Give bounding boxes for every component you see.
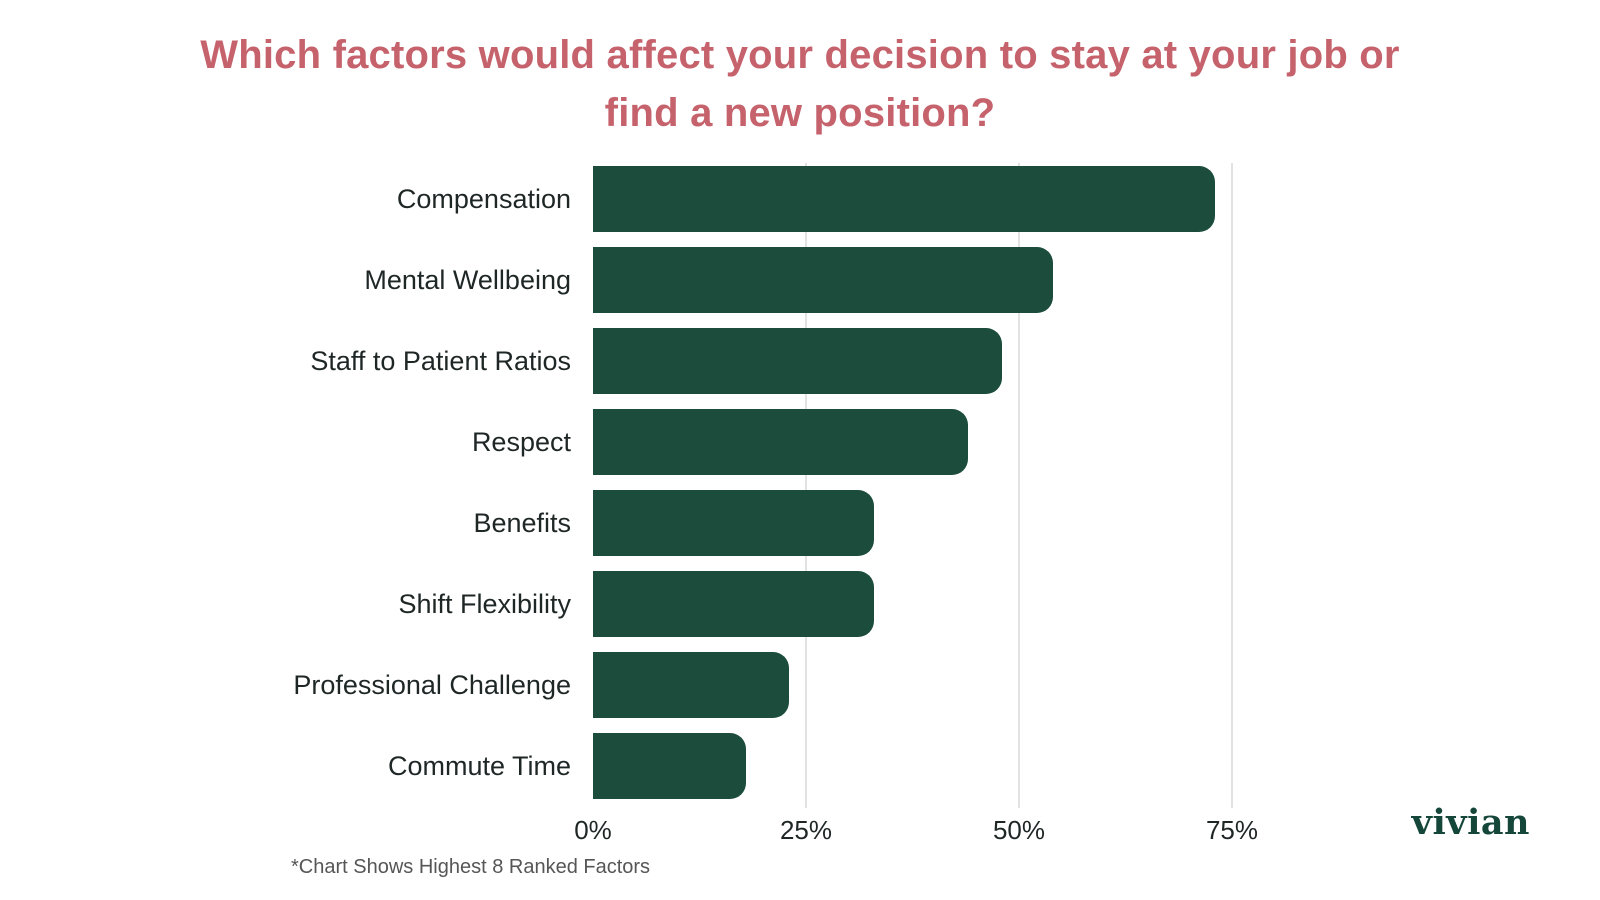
bar (593, 328, 1002, 394)
gridline (1018, 163, 1020, 808)
bar-track (593, 409, 1445, 475)
x-axis: 0% 25% 50% 75% (574, 815, 1445, 851)
bar-track (593, 652, 1445, 718)
x-tick-label: 75% (1205, 815, 1259, 845)
bar (593, 571, 875, 637)
vivian-logo: vivian (1411, 802, 1530, 843)
bar-label: Shift Flexibility (398, 588, 571, 619)
bar-chart: Compensation Mental Wellbeing Staff to Pat… (0, 163, 1445, 845)
x-tick-label: 25% (779, 815, 833, 845)
bar-row: Professional Challenge (0, 652, 1445, 718)
gridline (1231, 163, 1233, 808)
bar-row: Mental Wellbeing (0, 247, 1445, 313)
bar (593, 733, 747, 799)
gridline (805, 163, 807, 808)
bar (593, 247, 1054, 313)
bar-row: Respect (0, 409, 1445, 475)
bar-track (593, 490, 1445, 556)
bar-label: Compensation (396, 183, 571, 214)
bar (593, 409, 968, 475)
bar-label: Staff to Patient Ratios (310, 345, 571, 376)
footnote: *Chart Shows Highest 8 Ranked Factors (291, 856, 651, 878)
bar-label: Benefits (473, 507, 571, 538)
bar-row: Benefits (0, 490, 1445, 556)
bar-track (593, 571, 1445, 637)
grid-layer (593, 163, 1445, 808)
bar-label: Professional Challenge (293, 669, 571, 700)
bar-row: Compensation (0, 166, 1445, 232)
bar-track (593, 328, 1445, 394)
bar-label: Commute Time (387, 750, 571, 781)
bar (593, 166, 1215, 232)
bar-track (593, 247, 1445, 313)
bar (593, 652, 789, 718)
bar-row: Staff to Patient Ratios (0, 328, 1445, 394)
bar-row: Shift Flexibility (0, 571, 1445, 637)
bar (593, 490, 875, 556)
bar-label: Mental Wellbeing (364, 264, 571, 295)
chart-title: Which factors would affect your decision… (200, 33, 1400, 135)
bar-track (593, 166, 1445, 232)
bar-rows: Compensation Mental Wellbeing Staff to Pat… (0, 166, 1445, 799)
bar-track (593, 733, 1445, 799)
bar-row: Commute Time (0, 733, 1445, 799)
bar-label: Respect (471, 426, 571, 457)
x-tick-label: 50% (992, 815, 1046, 845)
x-tick-label: 0% (574, 815, 612, 845)
